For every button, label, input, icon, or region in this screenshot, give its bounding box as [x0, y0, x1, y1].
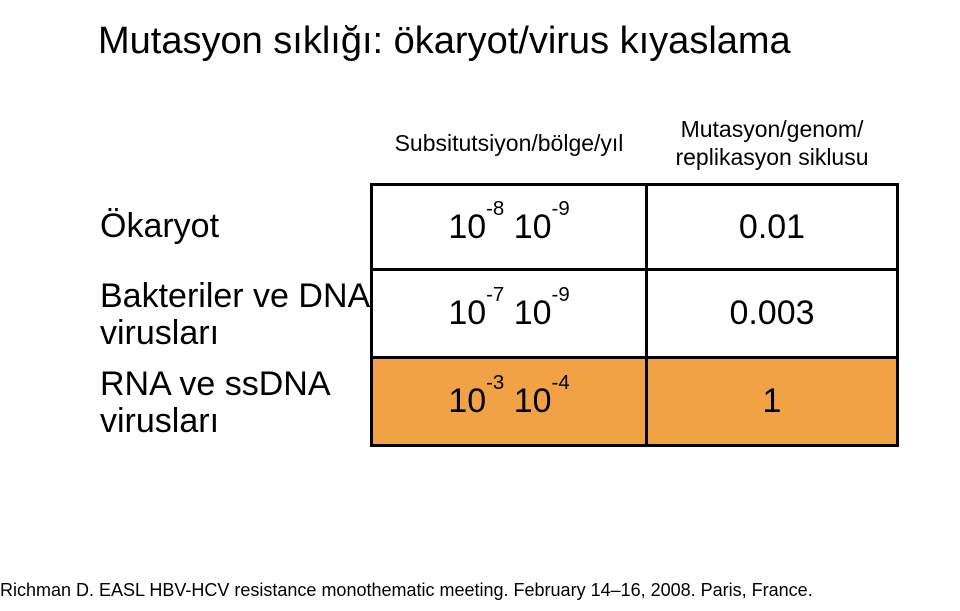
cell-substitution: 10-3 10-4	[373, 359, 648, 444]
table-grid: Subsitutsiyon/bölge/yıl Mutasyon/genom/ …	[370, 105, 899, 447]
cell-mutation: 0.003	[648, 271, 896, 356]
row-label: RNA ve ssDNA virusları	[100, 359, 370, 447]
spacer	[100, 105, 370, 183]
cell-mutation: 1	[648, 359, 896, 444]
row-label: Bakteriler ve DNA virusları	[100, 271, 370, 359]
slide: Mutasyon sıklığı: ökaryot/virus kıyaslam…	[0, 0, 960, 611]
slide-title: Mutasyon sıklığı: ökaryot/virus kıyaslam…	[98, 20, 920, 63]
value: 10-7 10-9	[448, 294, 569, 333]
table-row-highlight: 10-3 10-4 1	[370, 359, 899, 447]
value: 10-3 10-4	[448, 382, 569, 421]
value: 10-8 10-9	[448, 208, 569, 247]
row-labels: Ökaryot Bakteriler ve DNA virusları RNA …	[100, 105, 370, 447]
row-label: Ökaryot	[100, 183, 370, 271]
table-row: 10-7 10-9 0.003	[370, 271, 899, 359]
col-header-substitution: Subsitutsiyon/bölge/yıl	[370, 105, 648, 183]
table-row: 10-8 10-9 0.01	[370, 183, 899, 271]
cell-substitution: 10-7 10-9	[373, 271, 648, 356]
cell-substitution: 10-8 10-9	[373, 186, 648, 268]
cell-mutation: 0.01	[648, 186, 896, 268]
citation-footer: Richman D. EASL HBV-HCV resistance monot…	[0, 580, 813, 601]
comparison-table: Ökaryot Bakteriler ve DNA virusları RNA …	[100, 105, 920, 447]
table-header: Subsitutsiyon/bölge/yıl Mutasyon/genom/ …	[370, 105, 899, 183]
col-header-mutation: Mutasyon/genom/ replikasyon siklusu	[648, 105, 896, 183]
